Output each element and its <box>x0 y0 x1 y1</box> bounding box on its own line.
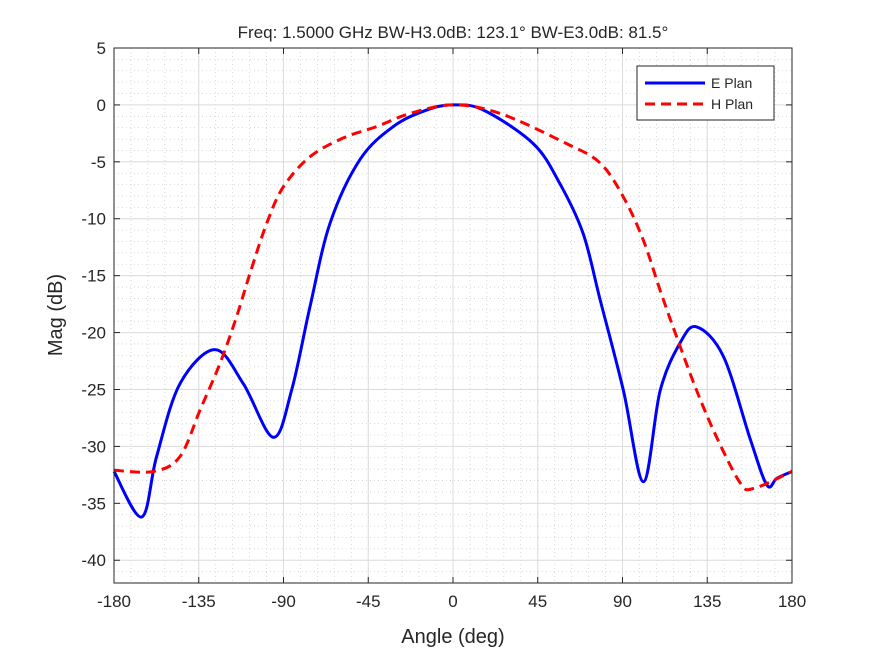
y-tick-label: -10 <box>81 210 106 229</box>
grid <box>113 47 793 584</box>
x-tick-label: 0 <box>448 592 457 611</box>
series-group <box>112 103 793 519</box>
legend-label-h-plan: H Plan <box>711 96 753 112</box>
y-tick-label: -20 <box>81 324 106 343</box>
chart-title: Freq: 1.5000 GHz BW-H3.0dB: 123.1° BW-E3… <box>238 23 669 42</box>
x-tick-label: 135 <box>693 592 721 611</box>
y-tick-label: -40 <box>81 551 106 570</box>
x-tick-label: 45 <box>528 592 547 611</box>
legend-box <box>636 65 775 121</box>
x-tick-label: -90 <box>271 592 296 611</box>
x-tick-label: 180 <box>778 592 806 611</box>
y-tick-label: 0 <box>97 96 106 115</box>
y-tick-label: -15 <box>81 267 106 286</box>
series-line-e-plan <box>112 103 793 519</box>
y-tick-label: -30 <box>81 437 106 456</box>
y-tick-label: -5 <box>91 153 106 172</box>
legend: E Plan H Plan <box>636 65 775 121</box>
legend-label-e-plan: E Plan <box>711 75 752 91</box>
y-tick-label: -35 <box>81 494 106 513</box>
x-tick-label: -135 <box>182 592 216 611</box>
y-tick-label: 5 <box>97 39 106 58</box>
y-axis-label: Mag (dB) <box>45 274 67 356</box>
x-tick-label: -45 <box>356 592 381 611</box>
x-tick-label: -180 <box>97 592 131 611</box>
x-axis-label: Angle (deg) <box>401 626 504 648</box>
ticks: -180 -135 -90 -45 0 45 90 135 180 5 0 -5 -10 -15 -20 -2… <box>81 39 806 611</box>
series-line-h-plan <box>113 103 793 492</box>
x-tick-label: 90 <box>613 592 632 611</box>
y-tick-label: -25 <box>81 380 106 399</box>
